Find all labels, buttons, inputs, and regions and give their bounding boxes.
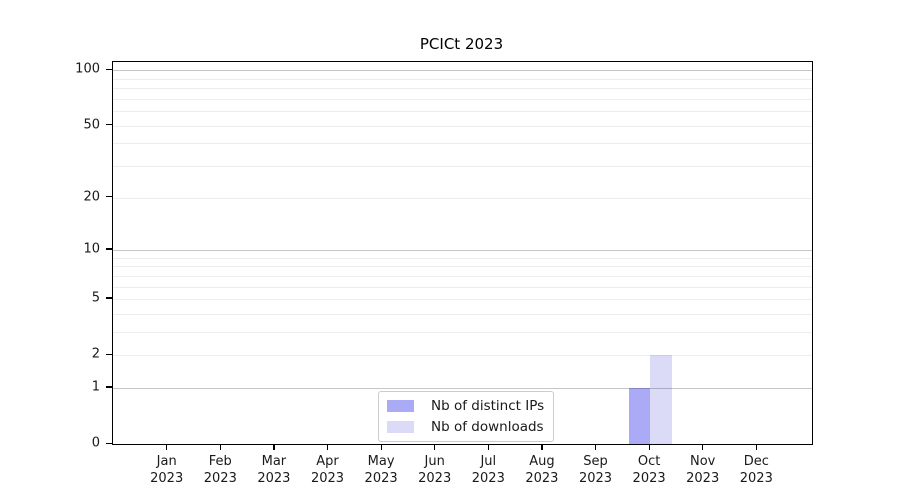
- x-tick-label: Oct 2023: [619, 453, 679, 487]
- minor-gridline: [113, 88, 812, 90]
- x-tick-label: Mar 2023: [244, 453, 304, 487]
- x-tick-mark: [755, 444, 757, 450]
- legend-swatch-distinct-ips: [387, 400, 414, 412]
- x-label-month: Oct: [637, 454, 661, 469]
- y-tick-label: 20: [83, 189, 100, 204]
- x-tick-label: Apr 2023: [298, 453, 358, 487]
- decade-gridline: [113, 387, 812, 389]
- plot-area: Nb of distinct IPs Nb of downloads: [112, 61, 813, 445]
- x-label-year: 2023: [418, 471, 452, 486]
- x-label-month: Dec: [743, 454, 769, 469]
- x-label-year: 2023: [310, 471, 345, 486]
- legend: Nb of distinct IPs Nb of downloads: [378, 391, 555, 442]
- minor-gridline: [113, 266, 812, 268]
- x-tick-mark: [434, 444, 436, 450]
- minor-gridline: [113, 286, 812, 288]
- minor-gridline: [113, 298, 812, 300]
- x-label-year: 2023: [364, 471, 398, 486]
- x-label-year: 2023: [203, 471, 237, 486]
- legend-label-downloads: Nb of downloads: [431, 419, 544, 435]
- minor-gridline: [113, 257, 812, 259]
- x-tick-label: Aug 2023: [512, 453, 572, 487]
- y-tick-label: 100: [75, 61, 100, 77]
- chart-title: PCICt 2023: [419, 35, 504, 53]
- x-tick-label: Dec 2023: [726, 453, 786, 487]
- y-tick-label: 50: [83, 117, 100, 133]
- minor-gridline: [113, 355, 812, 357]
- x-tick-mark: [595, 444, 597, 450]
- y-tick-mark: [106, 248, 112, 250]
- y-tick-mark: [106, 353, 112, 355]
- x-tick-label: Jan 2023: [137, 453, 197, 487]
- bar-oct-downloads: [650, 355, 672, 444]
- y-tick-label: 2: [91, 346, 100, 362]
- x-tick-mark: [541, 444, 543, 450]
- minor-gridline: [113, 313, 812, 315]
- legend-label-distinct-ips: Nb of distinct IPs: [431, 398, 545, 414]
- x-tick-mark: [380, 444, 382, 450]
- y-tick-mark: [106, 124, 112, 126]
- x-tick-label: Nov 2023: [673, 453, 733, 487]
- x-tick-mark: [273, 444, 275, 450]
- x-label-month: Nov: [690, 454, 716, 469]
- x-label-month: Jun: [424, 454, 445, 469]
- x-label-month: May: [367, 454, 395, 469]
- legend-swatch-downloads: [387, 421, 414, 433]
- y-tick-label: 10: [83, 241, 100, 257]
- minor-gridline: [113, 125, 812, 127]
- x-label-month: Sep: [583, 454, 608, 469]
- y-tick-mark: [106, 442, 112, 444]
- x-label-month: Mar: [261, 454, 287, 469]
- x-label-month: Jul: [480, 454, 497, 469]
- x-label-year: 2023: [739, 471, 773, 486]
- minor-gridline: [113, 166, 812, 167]
- x-label-year: 2023: [632, 471, 666, 486]
- minor-gridline: [113, 111, 812, 113]
- x-tick-label: May 2023: [351, 453, 411, 487]
- decade-gridline: [113, 70, 812, 72]
- x-tick-mark: [166, 444, 168, 450]
- minor-gridline: [113, 78, 812, 80]
- legend-entry-downloads: Nb of downloads: [387, 419, 544, 435]
- x-label-month: Jan: [156, 454, 177, 469]
- y-tick-label: 0: [91, 435, 100, 451]
- x-tick-mark: [648, 444, 650, 450]
- x-tick-mark: [702, 444, 704, 450]
- x-label-month: Aug: [529, 454, 555, 469]
- minor-gridline: [113, 143, 812, 145]
- x-label-year: 2023: [686, 471, 720, 486]
- x-tick-mark: [219, 444, 221, 450]
- y-tick-label: 1: [91, 379, 100, 395]
- x-label-year: 2023: [525, 471, 559, 486]
- y-tick-mark: [106, 386, 112, 388]
- x-tick-label: Jul 2023: [458, 453, 518, 487]
- y-tick-label: 5: [91, 290, 100, 306]
- decade-gridline: [113, 249, 812, 251]
- legend-entry-distinct-ips: Nb of distinct IPs: [387, 398, 544, 414]
- x-label-year: 2023: [150, 471, 184, 486]
- x-label-year: 2023: [578, 471, 613, 486]
- x-tick-label: Jun 2023: [405, 453, 465, 487]
- minor-gridline: [113, 197, 812, 199]
- y-tick-mark: [106, 68, 112, 71]
- y-tick-mark: [106, 196, 112, 198]
- minor-gridline: [113, 98, 812, 100]
- bar-oct-distinct-ips: [628, 387, 651, 444]
- x-label-year: 2023: [257, 471, 291, 486]
- minor-gridline: [113, 275, 812, 277]
- x-tick-mark: [487, 444, 489, 450]
- x-label-month: Apr: [316, 454, 339, 469]
- minor-gridline: [113, 331, 812, 333]
- x-tick-label: Feb 2023: [190, 453, 250, 487]
- x-tick-mark: [327, 444, 329, 450]
- x-label-month: Feb: [208, 454, 232, 469]
- x-label-year: 2023: [471, 471, 505, 486]
- y-tick-mark: [106, 297, 112, 299]
- x-tick-label: Sep 2023: [566, 453, 626, 487]
